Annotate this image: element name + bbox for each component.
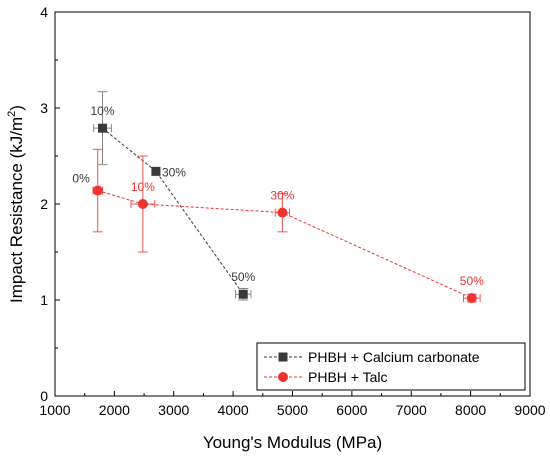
y-tick-label: 2 (40, 196, 48, 212)
data-label: 10% (131, 180, 155, 194)
data-point (98, 123, 107, 133)
x-tick-label: 8000 (455, 402, 486, 418)
series-layer: 10% 30% 50% 0% 10% 30% 50% (72, 91, 484, 304)
x-axis-label: Young's Modulus (MPa) (203, 433, 382, 452)
y-axis-label: Impact Resistance (kJ/m2) (6, 105, 26, 303)
data-label: 50% (460, 274, 484, 288)
data-label: 10% (90, 104, 114, 118)
data-label: 0% (72, 172, 90, 186)
y-tick-label: 4 (40, 4, 48, 20)
data-point (238, 289, 248, 299)
data-point (137, 199, 148, 209)
x-tick-label: 5000 (277, 402, 308, 418)
data-label: 50% (231, 270, 255, 284)
data-label: 30% (270, 189, 294, 203)
legend-marker (278, 352, 288, 362)
y-axis-label-main: Impact Resistance (kJ/m (7, 117, 26, 303)
legend-label: PHBH + Calcium carbonate (308, 349, 480, 365)
y-axis-label-sup: 2 (6, 111, 18, 117)
legend: PHBH + Calcium carbonate PHBH + Talc (256, 342, 526, 391)
series-1: 10% 30% 50% (90, 91, 256, 301)
legend-marker (278, 372, 288, 382)
y-axis-label-end: ) (7, 105, 26, 111)
x-tick-label: 6000 (336, 402, 367, 418)
data-point (277, 207, 288, 218)
y-tick-label: 1 (40, 292, 48, 308)
data-point (92, 185, 103, 196)
x-tick-label: 9000 (514, 402, 545, 418)
x-tick-label: 3000 (158, 402, 189, 418)
plot-frame (54, 11, 531, 397)
x-tick-label: 1000 (39, 402, 70, 418)
x-tick-label: 7000 (396, 402, 427, 418)
data-point (466, 293, 477, 304)
y-tick-label: 3 (40, 100, 48, 116)
data-label: 30% (162, 165, 186, 179)
x-tick-label: 4000 (218, 402, 249, 418)
legend-box (256, 342, 526, 391)
y-tick-label: 0 (40, 388, 48, 404)
x-tick-label: 2000 (99, 402, 130, 418)
x-axis: 1000 2000 3000 4000 5000 6000 7000 8000 9000 (39, 391, 546, 418)
y-axis: 0 1 2 3 4 (40, 4, 60, 404)
series-line (102, 127, 244, 295)
series-2: 0% 10% 30% 50% (72, 148, 484, 304)
legend-label: PHBH + Talc (308, 369, 388, 385)
series-line (97, 190, 473, 299)
data-point (151, 166, 161, 176)
